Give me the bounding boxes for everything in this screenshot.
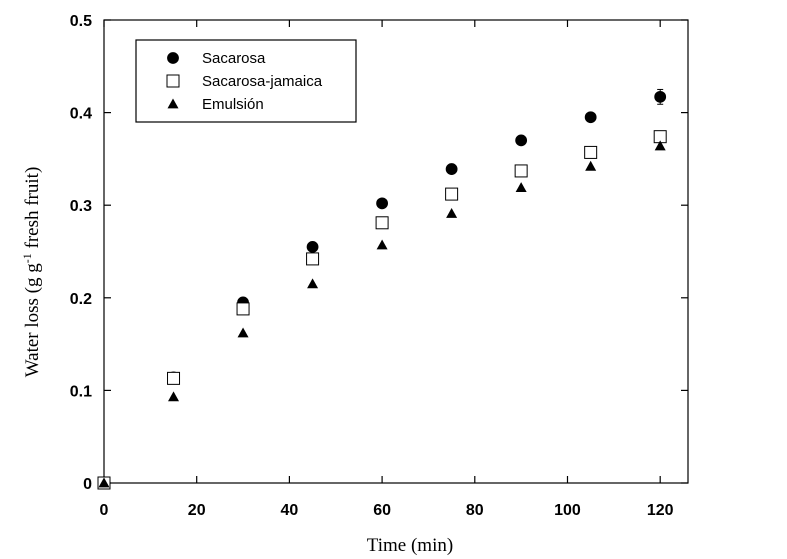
data-point [654,90,667,103]
series-sacarosa-jamaica [97,130,667,490]
data-point [167,371,181,385]
data-point [236,302,250,316]
data-point [306,240,319,253]
data-point [654,140,666,151]
y-axis-title-superscript: -1 [20,253,34,263]
data-point [515,182,527,193]
series-emulsi-n [98,140,666,488]
data-point [585,160,597,171]
data-point [306,252,320,266]
x-tick-label: 120 [647,502,674,519]
data-point [307,278,319,289]
y-axis-title-main: Water loss (g g [22,263,43,378]
data-point [515,134,528,147]
y-axis-title: Water loss (g g-1 fresh fruit) [20,167,43,378]
data-point [376,239,388,250]
data-point [376,197,388,210]
plot-frame [103,19,689,484]
x-tick-label: 100 [554,502,581,519]
y-tick-label: 0.5 [70,13,92,30]
y-tick-label: 0.2 [70,291,92,308]
legend-label: Sacarosa-jamaica [202,73,323,90]
data-point [375,216,389,230]
legend-marker [167,98,179,109]
data-point [584,111,597,124]
y-tick-label: 0.3 [70,198,92,215]
x-tick-label: 0 [100,502,109,519]
y-tick-label: 0.1 [70,383,92,400]
legend-label: Sacarosa [202,50,266,67]
series-sacarosa [98,88,667,489]
x-tick-label: 20 [188,502,206,519]
axis-tick-labels: 0 20 40 60 80 100 120 0 0.1 0.2 0.3 0.4 0.5 [70,13,674,519]
data-point [514,164,528,178]
data-point [98,477,110,488]
data-point [584,145,598,159]
data-point [168,391,180,402]
legend: Sacarosa Sacarosa-jamaica Emulsión [135,39,357,123]
y-tick-label: 0 [83,476,92,493]
legend-marker [166,74,180,88]
legend-label: Emulsión [202,96,264,113]
legend-marker [167,52,179,64]
data-markers [97,88,667,490]
x-tick-label: 40 [280,502,298,519]
x-tick-label: 60 [373,502,391,519]
data-point [446,208,458,218]
axis-ticks [103,19,688,484]
x-axis-title: Time (min) [367,535,453,556]
data-point [237,327,249,338]
data-point [445,163,458,175]
x-tick-label: 80 [466,502,484,519]
y-axis-title-rest: fresh fruit) [22,167,43,254]
y-tick-label: 0.4 [70,106,92,123]
data-point [445,187,459,201]
